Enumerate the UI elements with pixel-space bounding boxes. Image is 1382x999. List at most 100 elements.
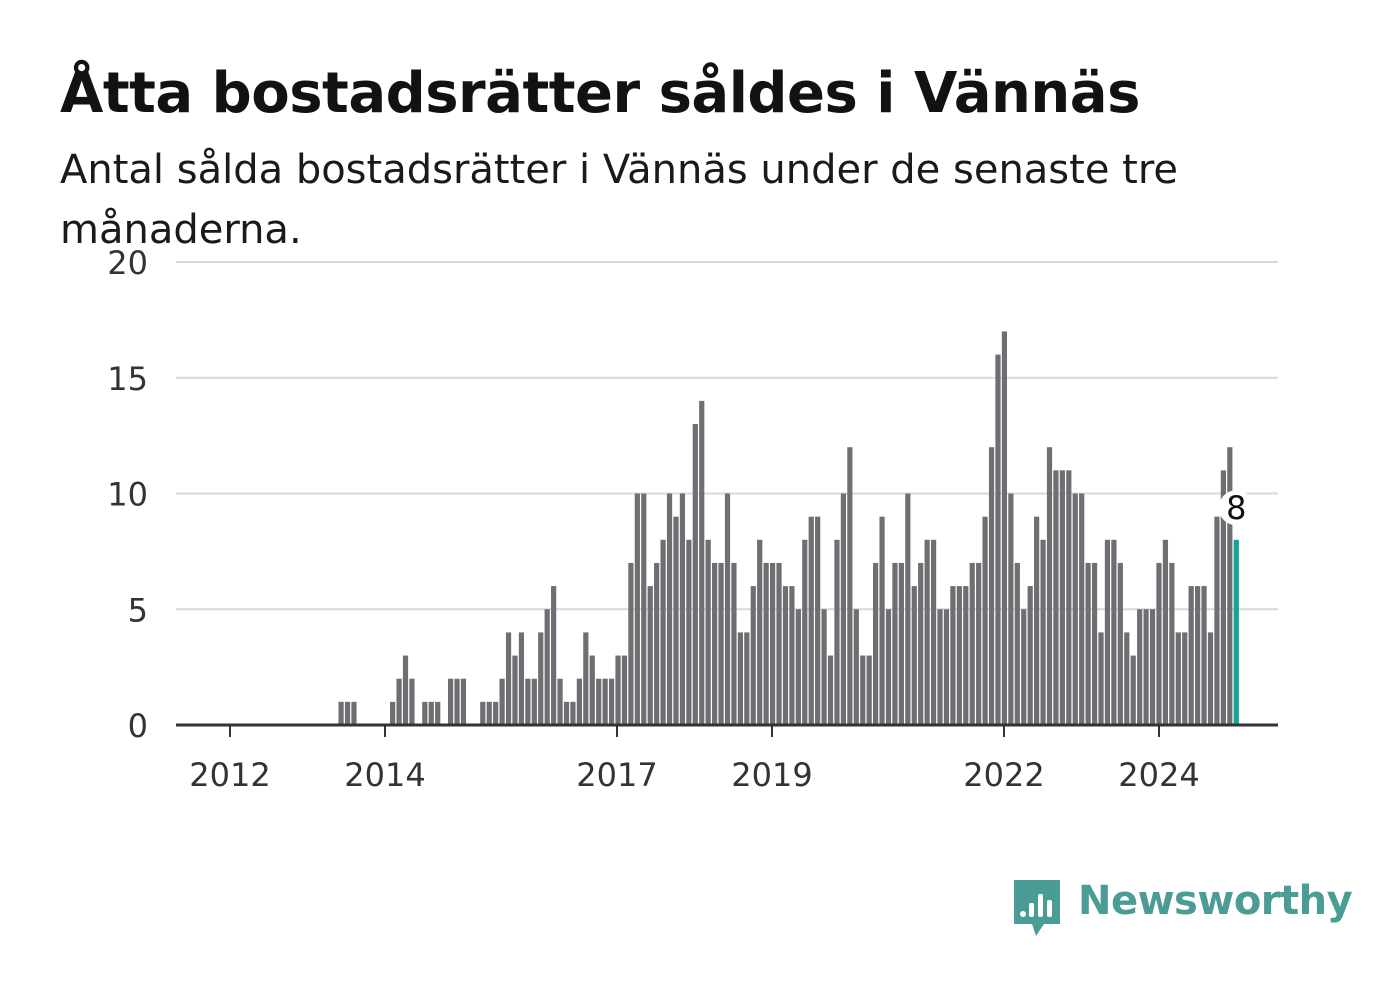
bar [1027, 586, 1033, 725]
bar [396, 678, 402, 725]
bar [750, 586, 756, 725]
bar [969, 562, 975, 725]
chart-title: Åtta bostadsrätter såldes i Vännäs [60, 61, 1140, 126]
bar [737, 632, 743, 725]
bar [918, 562, 924, 725]
bar [724, 493, 731, 725]
bar [1130, 655, 1136, 725]
bar [769, 562, 776, 725]
highlight-bar [1233, 539, 1239, 725]
bar [563, 701, 570, 725]
bar [840, 493, 847, 725]
bar [808, 516, 814, 725]
newsworthy-logo-icon [1014, 880, 1060, 936]
bar [712, 562, 718, 725]
bar [634, 493, 640, 725]
bar [1117, 562, 1123, 725]
bar [460, 678, 467, 725]
bar [499, 678, 505, 725]
bar [1124, 632, 1130, 725]
bar [782, 586, 789, 725]
x-tick-label: 2017 [576, 756, 657, 794]
x-tick-label: 2022 [963, 756, 1044, 794]
bar [757, 539, 763, 725]
bar [647, 586, 653, 725]
bar [943, 609, 950, 725]
bar [1201, 586, 1207, 725]
bar [789, 586, 795, 725]
bar [1182, 632, 1188, 725]
y-tick-label: 5 [128, 591, 148, 629]
bar [1137, 609, 1143, 725]
bar [892, 562, 898, 725]
y-tick-label: 15 [107, 360, 148, 398]
bar [1001, 331, 1008, 725]
bar [538, 632, 544, 725]
bar [699, 400, 705, 725]
bar [602, 678, 608, 725]
bar [1046, 447, 1053, 725]
bars [338, 331, 1239, 725]
bar [705, 539, 711, 725]
bar [1104, 539, 1111, 725]
bar [1227, 447, 1233, 725]
bar [827, 655, 834, 725]
bar [731, 562, 737, 725]
bar [860, 655, 866, 725]
bar [351, 701, 357, 725]
highlight-value-label: 8 [1226, 489, 1246, 527]
bar [621, 655, 628, 725]
bar [1149, 609, 1156, 725]
bar [976, 562, 982, 725]
bar [763, 562, 769, 725]
bar [544, 609, 550, 725]
bar [686, 539, 692, 725]
bar [422, 701, 428, 725]
bar [930, 539, 937, 725]
bar [1111, 539, 1117, 725]
bar [866, 655, 872, 725]
bar [654, 562, 660, 725]
bar [956, 586, 962, 725]
bar [853, 609, 859, 725]
bar [873, 562, 879, 725]
bar [518, 632, 525, 725]
bar [512, 655, 518, 725]
x-axis-ticks: 2012 2014 2017 2019 2022 2024 [189, 725, 1200, 794]
bar [454, 678, 460, 725]
bar [660, 539, 666, 725]
bar [885, 609, 892, 725]
bar [505, 632, 512, 725]
bar [1214, 516, 1220, 725]
bar [898, 562, 904, 725]
y-tick-label: 20 [107, 244, 148, 282]
bar [435, 701, 441, 725]
bar [1066, 470, 1072, 725]
x-tick-label: 2024 [1118, 756, 1199, 794]
bar [409, 678, 415, 725]
bar [1156, 562, 1162, 725]
bar [1188, 586, 1194, 725]
x-tick-label: 2012 [189, 756, 270, 794]
bar [570, 701, 576, 725]
bar [1143, 609, 1149, 725]
bar [1034, 516, 1040, 725]
bar [692, 424, 698, 725]
highlight-annotation: 8 [1218, 489, 1254, 527]
bar [1079, 493, 1085, 725]
bar [1098, 632, 1104, 725]
bar [1040, 539, 1046, 725]
bar [493, 701, 499, 725]
bar [666, 493, 673, 725]
bar [1169, 562, 1175, 725]
bar [963, 586, 969, 725]
bar [679, 493, 686, 725]
bar [551, 586, 557, 725]
bar [1091, 562, 1098, 725]
bar [589, 655, 595, 725]
newsworthy-logo[interactable]: Newsworthy [1010, 876, 1353, 942]
bar [338, 701, 344, 725]
bar [596, 678, 602, 725]
bar [402, 655, 409, 725]
